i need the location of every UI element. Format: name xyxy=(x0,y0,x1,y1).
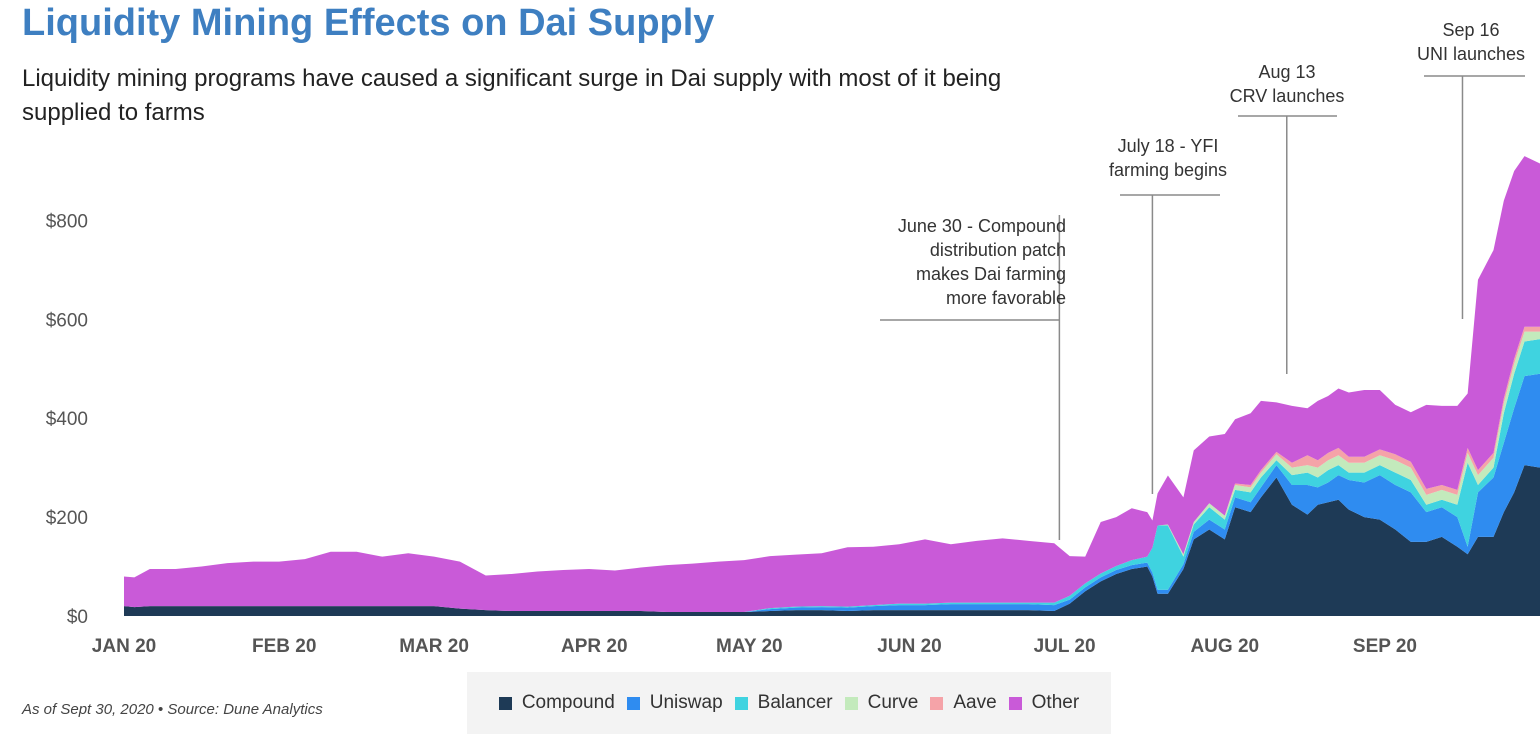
annotation-label: Sep 16 UNI launches xyxy=(1417,20,1525,64)
legend-swatch xyxy=(626,696,640,710)
x-tick-label: JAN 20 xyxy=(92,636,156,657)
legend-item-balancer: Balancer xyxy=(734,692,833,714)
legend-item-uniswap: Uniswap xyxy=(626,692,723,714)
legend-label: Aave xyxy=(953,692,997,713)
area-series-compound xyxy=(124,465,1540,616)
legend-item-aave: Aave xyxy=(930,692,997,714)
x-tick-label: MAR 20 xyxy=(399,636,469,657)
stacked-area-chart: $0 $200 $400 $600 $800 JAN 20 FEB 20 MAR 20 APR … xyxy=(46,20,1540,657)
source-note: As of Sept 30, 2020 • Source: Dune Analy… xyxy=(22,701,323,718)
area-series-other xyxy=(124,156,1540,613)
legend-swatch xyxy=(844,696,858,710)
x-tick-label: APR 20 xyxy=(561,636,628,657)
x-tick-label: JUN 20 xyxy=(877,636,941,657)
annotation-label: July 18 - YFI farming begins xyxy=(1109,136,1227,180)
y-tick-label: $600 xyxy=(46,310,88,331)
x-tick-label: SEP 20 xyxy=(1353,636,1417,657)
annotation-label-line: makes Dai farming xyxy=(916,264,1066,284)
legend-item-compound: Compound xyxy=(498,692,615,714)
x-tick-label: AUG 20 xyxy=(1190,636,1259,657)
legend-item-curve: Curve xyxy=(844,692,919,714)
chart-title: Liquidity Mining Effects on Dai Supply xyxy=(22,2,715,44)
legend-label: Uniswap xyxy=(649,692,723,713)
y-tick-label: $200 xyxy=(46,508,88,529)
annotation-label-line: Sep 16 xyxy=(1442,20,1499,40)
annotation-label-line: CRV launches xyxy=(1230,86,1345,106)
legend: Compound Uniswap Balancer Curve Aave Other xyxy=(467,672,1111,734)
x-tick-label: MAY 20 xyxy=(716,636,783,657)
x-tick-label: JUL 20 xyxy=(1034,636,1096,657)
legend-swatch xyxy=(734,696,748,710)
x-tick-label: FEB 20 xyxy=(252,636,316,657)
y-tick-label: $400 xyxy=(46,409,88,430)
chart-subtitle: Liquidity mining programs have caused a … xyxy=(22,65,1002,126)
annotation-label-line: Aug 13 xyxy=(1258,62,1315,82)
legend-swatch xyxy=(498,696,512,710)
legend-label: Balancer xyxy=(757,692,833,713)
y-tick-label: $0 xyxy=(67,607,88,628)
legend-swatch xyxy=(930,696,944,710)
annotation-label-line: June 30 - Compound xyxy=(898,216,1066,236)
annotation-label-line: more favorable xyxy=(946,288,1066,308)
annotation-label-line: farming begins xyxy=(1109,160,1227,180)
annotation-label-line: UNI launches xyxy=(1417,44,1525,64)
annotation-label: Aug 13 CRV launches xyxy=(1230,62,1345,106)
annotation-label: June 30 - Compound distribution patch make… xyxy=(898,216,1066,308)
legend-label: Compound xyxy=(521,692,615,713)
legend-label: Other xyxy=(1031,692,1080,713)
annotation-label-line: July 18 - YFI xyxy=(1118,136,1219,156)
legend-swatch xyxy=(1008,696,1022,710)
legend-item-other: Other xyxy=(1008,692,1080,714)
annotation-label-line: distribution patch xyxy=(930,240,1066,260)
legend-label: Curve xyxy=(867,692,919,713)
y-tick-label: $800 xyxy=(46,211,88,232)
